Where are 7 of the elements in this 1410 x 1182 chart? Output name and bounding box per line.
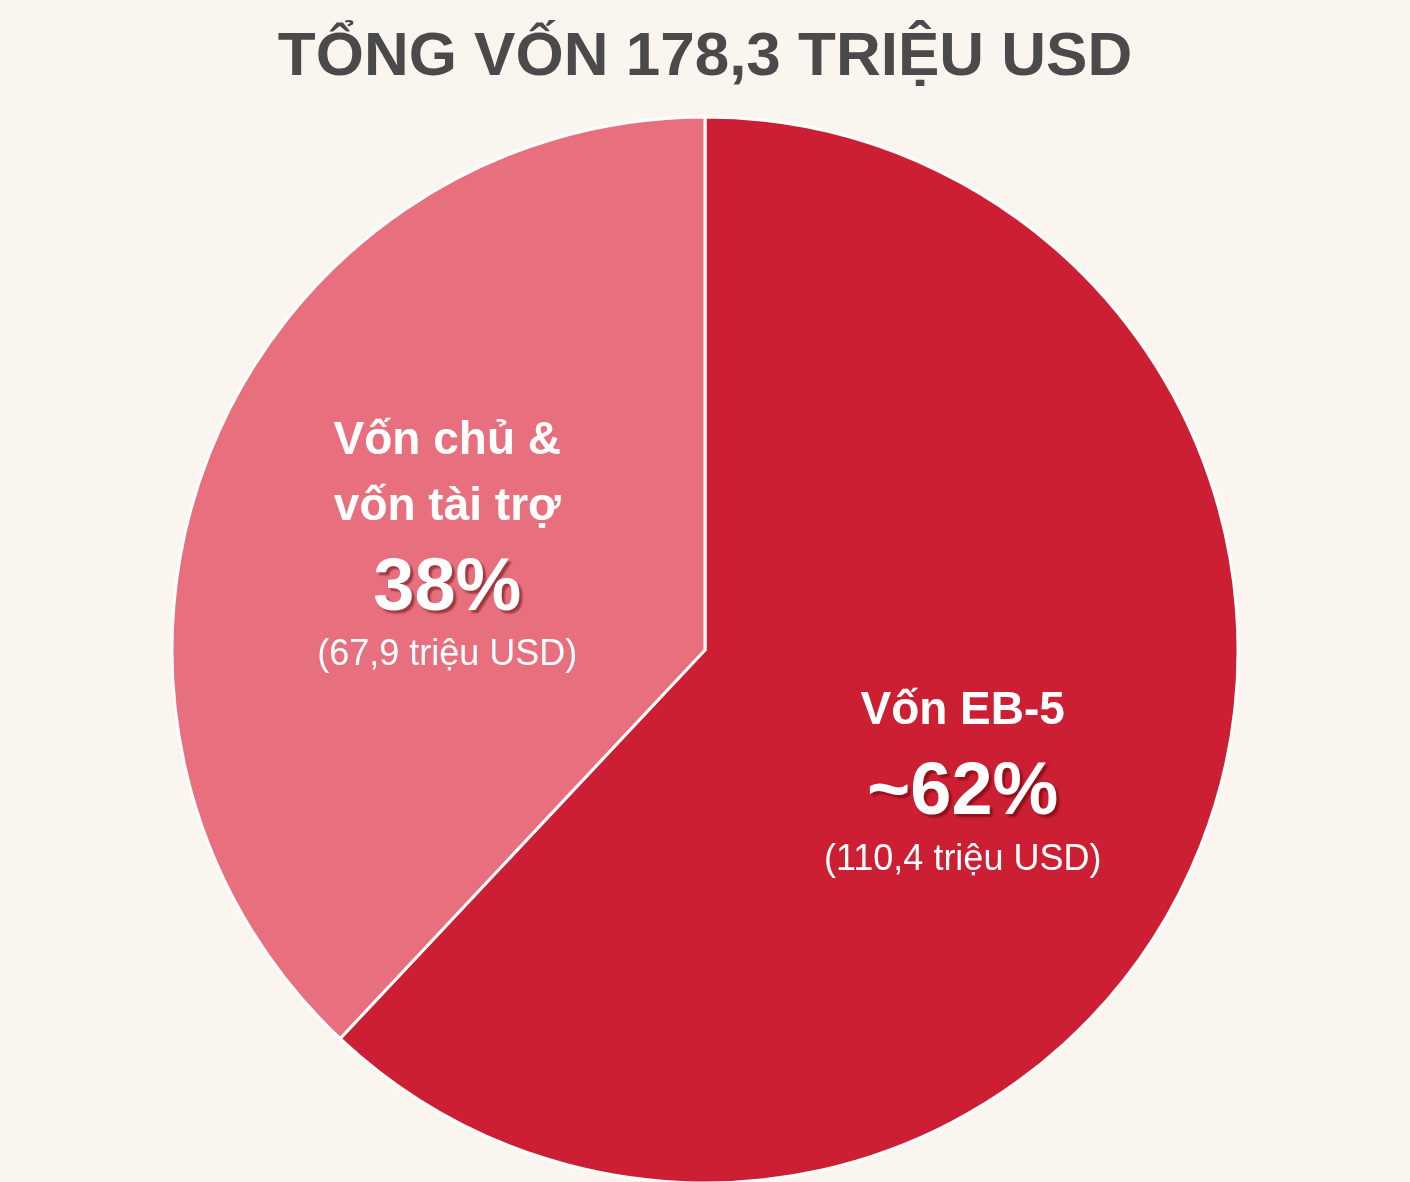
data-label: ~62% xyxy=(867,746,1059,830)
slice-label: Vốn EB-5 xyxy=(860,682,1065,735)
chart-title: TỔNG VỐN 178,3 TRIỆU USD xyxy=(276,18,1134,90)
data-label: 38% xyxy=(373,542,522,626)
text: (67,9 triệu USD) xyxy=(317,632,578,674)
text: (110,4 triệu USD) xyxy=(823,836,1102,878)
slice-label: Vốn chủ & vốn tài trợ xyxy=(333,412,562,531)
